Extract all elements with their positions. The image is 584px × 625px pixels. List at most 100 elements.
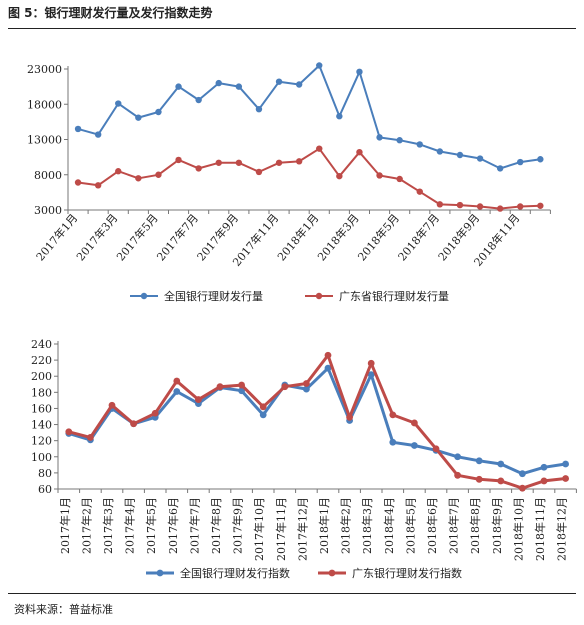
data-point: [497, 477, 505, 485]
x-tick-label: 2018年4月: [382, 497, 396, 554]
data-point: [238, 381, 246, 389]
x-tick-label: 2017年1月: [58, 497, 72, 554]
data-point: [416, 141, 423, 148]
data-point: [367, 359, 375, 367]
data-point: [173, 388, 181, 395]
x-tick-label: 2018年11月: [533, 497, 547, 561]
data-point: [324, 351, 332, 359]
data-point: [336, 113, 343, 120]
x-tick-label: 2018年1月: [317, 497, 331, 554]
x-tick-label: 2017年10月: [252, 497, 266, 561]
x-tick-label: 2018年8月: [468, 497, 482, 554]
data-point: [475, 475, 483, 483]
data-point: [376, 172, 383, 179]
data-point: [475, 457, 483, 465]
x-tick-label: 2017年4月: [123, 497, 137, 554]
data-point: [517, 203, 524, 210]
y-tick-label: 100: [31, 451, 52, 464]
y-tick-label: 240: [31, 338, 52, 351]
legend-marker: [328, 569, 336, 577]
series-line-1: [68, 366, 566, 476]
x-tick-label: 2018年7月: [447, 497, 461, 554]
data-point: [255, 105, 263, 113]
data-point: [275, 159, 283, 166]
source-note: 资料来源：普益标准: [14, 603, 113, 616]
legend-marker: [315, 292, 323, 300]
legend-label: 全国银行理财发行指数: [180, 566, 290, 580]
y-tick-label: 220: [31, 354, 52, 367]
x-tick-label: 2017年9月: [231, 497, 245, 554]
x-tick-label: 2017年12月: [295, 497, 309, 561]
title-divider: [8, 28, 576, 29]
data-point: [295, 158, 303, 165]
data-point: [346, 413, 353, 421]
data-point: [436, 148, 444, 155]
data-point: [130, 420, 138, 428]
data-point: [175, 156, 182, 164]
data-point: [376, 134, 383, 141]
data-point: [396, 137, 403, 144]
data-point: [456, 151, 464, 159]
x-tick-label: 2017年6月: [166, 497, 180, 554]
data-point: [324, 364, 332, 372]
x-tick-label: 2018年9月: [490, 497, 504, 554]
data-point: [195, 96, 202, 104]
data-point: [519, 484, 526, 492]
x-tick-label: 2017年3月: [101, 497, 115, 554]
data-point: [389, 438, 397, 446]
data-point: [215, 159, 222, 166]
x-tick-label: 2017年7月: [187, 497, 201, 554]
data-point: [135, 114, 142, 121]
data-point: [411, 442, 418, 449]
data-point: [303, 385, 310, 393]
x-tick-label: 2017年8月: [209, 497, 223, 554]
y-tick-label: 140: [31, 419, 52, 432]
data-point: [94, 131, 102, 138]
data-point: [454, 453, 461, 461]
data-point: [74, 179, 82, 186]
data-point: [562, 460, 569, 468]
data-point: [115, 168, 122, 175]
data-point: [155, 171, 162, 178]
data-point: [255, 168, 263, 176]
x-tick-label: 2018年3月: [360, 497, 374, 554]
data-point: [74, 125, 82, 133]
data-point: [259, 411, 267, 419]
issuance-volume-chart: 230001800013000800030002017年1月2017年3月201…: [27, 62, 551, 303]
y-tick-label: 180: [31, 386, 52, 399]
legend-label: 全国银行理财发行量: [164, 289, 263, 303]
data-point: [87, 434, 94, 441]
data-point: [155, 108, 162, 116]
y-tick-label: 160: [31, 402, 52, 415]
data-point: [173, 377, 181, 385]
x-tick-label: 2018年2月: [339, 497, 353, 554]
data-point: [94, 182, 102, 189]
data-point: [432, 445, 440, 453]
data-point: [389, 411, 397, 419]
data-point: [275, 78, 283, 85]
data-point: [259, 403, 267, 411]
data-point: [316, 62, 323, 69]
data-point: [454, 471, 461, 479]
data-point: [281, 383, 289, 391]
data-point: [519, 470, 526, 478]
x-tick-label: 2018年12月: [555, 497, 569, 561]
issuance-index-chart: 240 220 200 180 160 140 120 100 80 60 2017年1月 2017年…: [31, 338, 577, 580]
data-point: [195, 165, 202, 172]
data-point: [496, 205, 504, 212]
data-point: [108, 401, 116, 409]
y-tick-label: 200: [31, 370, 52, 383]
data-point: [65, 428, 73, 436]
data-point: [151, 409, 159, 417]
data-point: [175, 83, 182, 90]
data-point: [537, 202, 544, 209]
data-point: [115, 100, 122, 107]
data-point: [356, 148, 363, 156]
data-point: [476, 155, 484, 162]
legend-label: 广东省银行理财发行量: [339, 289, 449, 303]
legend-label: 广东银行理财发行指数: [352, 566, 462, 580]
x-tick-label: 2017年5月: [144, 497, 158, 554]
y-tick-label: 8000: [34, 169, 62, 182]
y-tick-label: 120: [31, 435, 52, 448]
figure-title: 图 5：银行理财发行量及发行指数走势: [8, 6, 213, 20]
